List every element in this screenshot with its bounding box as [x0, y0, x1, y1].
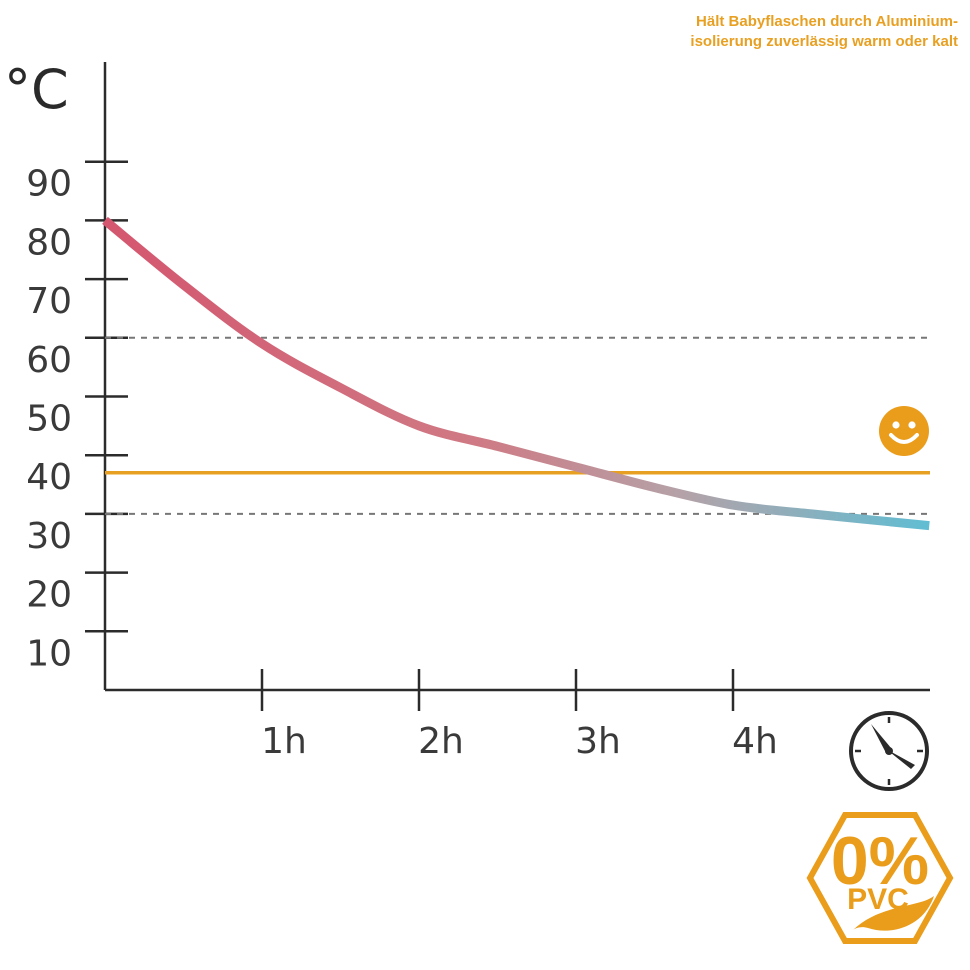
clock-icon — [849, 711, 929, 791]
x-tick-label: 3h — [575, 721, 621, 762]
axis-labels: 10 20 30 40 50 60 70 80 90 1h 2h 3h 4h — [26, 164, 778, 762]
series — [102, 216, 930, 531]
y-tick-label: 10 — [26, 633, 72, 674]
y-tick-label: 70 — [26, 281, 72, 322]
y-tick-label: 50 — [26, 399, 72, 440]
axes — [85, 62, 930, 711]
caption: Hält Babyflaschen durch Aluminium- isoli… — [690, 12, 958, 52]
y-tick-label: 80 — [26, 222, 72, 263]
y-unit-label: °C — [4, 58, 69, 121]
y-tick-label: 20 — [26, 575, 72, 616]
y-tick-label: 60 — [26, 340, 72, 381]
x-tick-label: 1h — [261, 721, 307, 762]
leaf-icon — [853, 896, 934, 931]
badge-percent: 0% — [831, 823, 929, 899]
caption-line-2: isolierung zuverlässig warm oder kalt — [690, 33, 958, 50]
x-tick-label: 2h — [418, 721, 464, 762]
caption-line-1: Hält Babyflaschen durch Aluminium- — [696, 13, 958, 30]
reference-lines — [105, 336, 930, 515]
temperature-curve — [102, 216, 930, 531]
smiley-icon — [879, 406, 929, 456]
y-tick-label: 30 — [26, 516, 72, 557]
y-tick-label: 40 — [26, 457, 72, 498]
y-tick-label: 90 — [26, 164, 72, 205]
pvc-free-badge: 0% PVC — [806, 812, 954, 944]
x-tick-label: 4h — [732, 721, 778, 762]
